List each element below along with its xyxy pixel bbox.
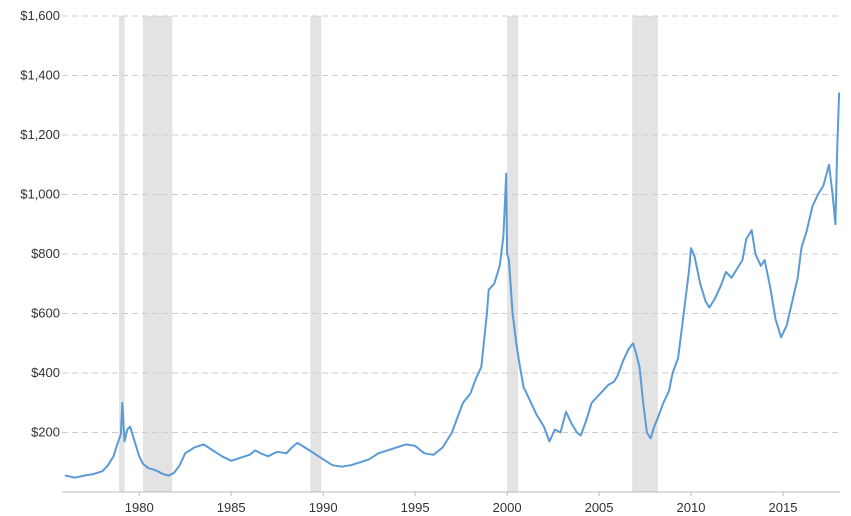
x-tick-label: 2015 [769,500,798,515]
y-tick-label: $600 [31,306,60,321]
y-tick-label: $1,000 [20,187,60,202]
x-tick-label: 2005 [585,500,614,515]
grid-lines [62,15,840,433]
y-tick-label: $1,400 [20,68,60,83]
y-tick-label: $1,600 [20,8,60,23]
series-line-0 [64,92,841,479]
x-tick-label: 2000 [493,500,522,515]
y-axis-ticks: $200 $400 $600 $800 $1,000 $1,200 $1,400 $1,600 [20,8,60,440]
y-tick-label: $1,200 [20,127,60,142]
x-tick-label: 1980 [125,500,154,515]
y-tick-label: $800 [31,246,60,261]
x-tick-label: 1995 [401,500,430,515]
x-axis-ticks: 1980 1985 1990 1995 2000 2005 2010 2015 [125,492,798,515]
y-tick-label: $400 [31,365,60,380]
x-tick-label: 2010 [677,500,706,515]
x-tick-label: 1990 [309,500,338,515]
x-tick-label: 1985 [217,500,246,515]
y-tick-label: $200 [31,425,60,440]
series-lines [64,92,841,479]
recession-band-0 [119,16,125,492]
